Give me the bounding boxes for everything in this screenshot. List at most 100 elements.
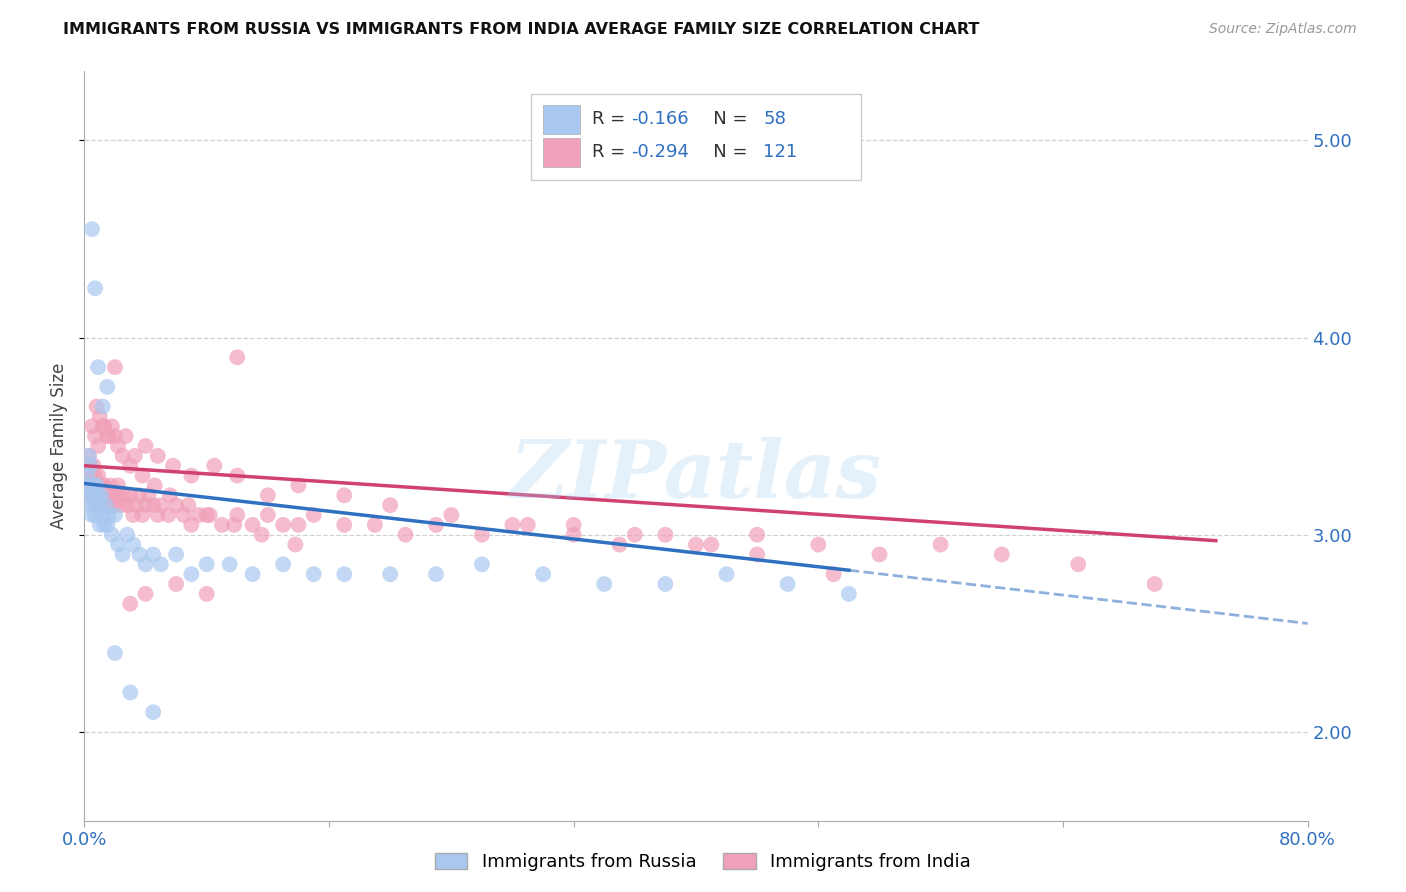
Point xyxy=(149,558,172,572)
Point xyxy=(75,468,97,483)
Point xyxy=(195,558,218,572)
Y-axis label: Average Family Size: Average Family Size xyxy=(51,363,69,529)
Text: -0.166: -0.166 xyxy=(631,111,689,128)
Text: IMMIGRANTS FROM RUSSIA VS IMMIGRANTS FROM INDIA AVERAGE FAMILY SIZE CORRELATION : IMMIGRANTS FROM RUSSIA VS IMMIGRANTS FRO… xyxy=(63,22,980,37)
Point xyxy=(124,449,146,463)
Point xyxy=(131,508,153,522)
Point xyxy=(79,458,101,473)
Point xyxy=(440,508,463,522)
Text: Source: ZipAtlas.com: Source: ZipAtlas.com xyxy=(1209,22,1357,37)
Point xyxy=(83,458,105,473)
Text: 58: 58 xyxy=(763,111,786,128)
Point xyxy=(98,478,121,492)
Point xyxy=(135,498,157,512)
Point xyxy=(89,517,111,532)
Point xyxy=(77,488,100,502)
Point xyxy=(93,517,115,532)
Point xyxy=(111,449,134,463)
Point xyxy=(135,439,157,453)
Point xyxy=(97,488,120,502)
Point xyxy=(302,567,325,582)
Point xyxy=(77,449,100,463)
Point xyxy=(120,458,142,473)
Point xyxy=(111,548,134,562)
Point xyxy=(107,439,129,453)
Point xyxy=(516,517,538,532)
Point xyxy=(747,548,769,562)
Point xyxy=(380,498,402,512)
Point xyxy=(84,468,107,483)
Point xyxy=(89,409,111,424)
Point xyxy=(128,548,150,562)
Point xyxy=(80,222,103,236)
Point xyxy=(471,558,494,572)
Point xyxy=(146,449,169,463)
Point xyxy=(80,508,103,522)
Point xyxy=(83,478,105,492)
Point xyxy=(122,538,145,552)
Point xyxy=(333,517,356,532)
Point xyxy=(562,517,585,532)
Point xyxy=(202,458,225,473)
Point xyxy=(716,567,738,582)
Point xyxy=(80,488,103,502)
Point xyxy=(180,517,202,532)
Point xyxy=(807,538,830,552)
Point xyxy=(302,508,325,522)
Point xyxy=(104,646,127,660)
Point xyxy=(654,527,676,541)
Point xyxy=(110,498,132,512)
Point xyxy=(104,429,127,443)
Text: 121: 121 xyxy=(763,144,797,161)
Point xyxy=(89,488,111,502)
Point xyxy=(654,577,676,591)
Point xyxy=(103,488,125,502)
Point xyxy=(97,508,120,522)
Point xyxy=(135,587,157,601)
Bar xyxy=(543,138,579,167)
Point xyxy=(502,517,524,532)
Legend: Immigrants from Russia, Immigrants from India: Immigrants from Russia, Immigrants from … xyxy=(427,846,979,879)
Point xyxy=(114,429,136,443)
Point xyxy=(115,527,138,541)
Point xyxy=(165,548,187,562)
Point xyxy=(333,488,356,502)
Point xyxy=(250,527,273,541)
Point xyxy=(177,498,200,512)
Point xyxy=(93,478,115,492)
Point xyxy=(173,508,195,522)
Point xyxy=(86,488,108,502)
Point xyxy=(96,429,118,443)
Point xyxy=(146,508,169,522)
Point xyxy=(162,458,184,473)
Point xyxy=(562,527,585,541)
Text: N =: N = xyxy=(696,144,754,161)
Point xyxy=(89,498,111,512)
Point xyxy=(149,498,172,512)
Point xyxy=(79,498,101,512)
Point xyxy=(96,498,118,512)
Point xyxy=(101,527,124,541)
Point xyxy=(115,498,138,512)
Point xyxy=(823,567,845,582)
Point xyxy=(90,488,112,502)
Point xyxy=(838,587,860,601)
Point xyxy=(79,488,101,502)
Point xyxy=(195,587,218,601)
Point xyxy=(226,508,249,522)
Point xyxy=(80,488,103,502)
Point xyxy=(93,419,115,434)
Point xyxy=(112,488,135,502)
Point xyxy=(593,577,616,591)
Point xyxy=(125,498,148,512)
Point xyxy=(157,508,180,522)
Point xyxy=(380,567,402,582)
Point xyxy=(284,538,307,552)
Point xyxy=(91,508,114,522)
Point xyxy=(1143,577,1166,591)
Point xyxy=(89,478,111,492)
Point xyxy=(257,488,280,502)
Point xyxy=(79,458,101,473)
Point xyxy=(869,548,891,562)
Point xyxy=(198,508,221,522)
